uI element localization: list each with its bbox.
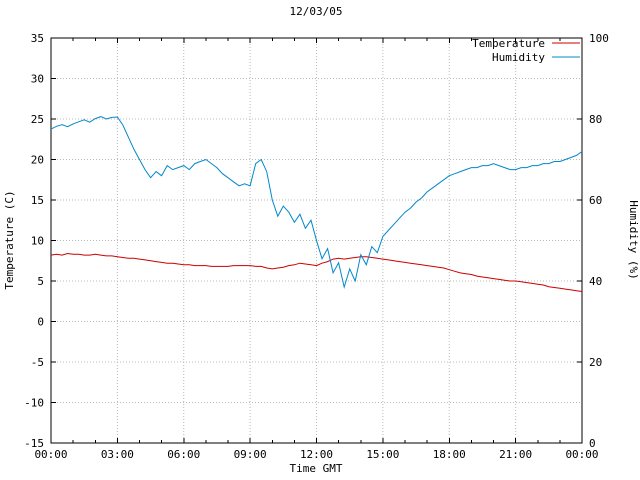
y-right-tick-label: 20 (589, 356, 602, 369)
y-right-tick-label: 100 (589, 32, 609, 45)
x-tick-label: 21:00 (499, 448, 532, 461)
series (50, 116, 583, 292)
y-left-tick-label: -5 (31, 356, 44, 369)
series-line-humidity (50, 116, 583, 290)
y-right-tick-label: 80 (589, 113, 602, 126)
y-left-tick-label: 30 (31, 73, 44, 86)
y-left-tick-label: -10 (24, 397, 44, 410)
y-left-axis-label: Temperature (C) (3, 190, 16, 289)
x-tick-label: 15:00 (366, 448, 399, 461)
legend-label-temperature: Temperature (472, 37, 545, 50)
y-right-tick-label: 60 (589, 194, 602, 207)
axes (50, 37, 583, 444)
x-tick-label: 00:00 (565, 448, 598, 461)
x-tick-label: 18:00 (433, 448, 466, 461)
tick-labels: -15 -10 -5 0 5 10 15 20 25 30 35 0 20 40 60 80 100 00:00 0… (24, 32, 609, 461)
y-left-tick-label: 0 (37, 316, 44, 329)
y-left-tick-label: 10 (31, 235, 44, 248)
y-left-tick-label: 5 (37, 275, 44, 288)
y-right-axis-label: Humidity (%) (627, 200, 640, 279)
y-right-tick-label: 0 (589, 437, 596, 450)
legend-label-humidity: Humidity (492, 51, 545, 64)
y-left-tick-label: 20 (31, 154, 44, 167)
series-line-temperature (50, 252, 583, 292)
x-tick-label: 03:00 (101, 448, 134, 461)
y-left-tick-label: 25 (31, 113, 44, 126)
x-tick-label: 09:00 (234, 448, 267, 461)
x-tick-label: 12:00 (300, 448, 333, 461)
chart-title: 12/03/05 (290, 5, 343, 18)
x-tick-label: 00:00 (34, 448, 67, 461)
y-left-tick-label: 35 (31, 32, 44, 45)
y-right-tick-label: 40 (589, 275, 602, 288)
y-left-tick-label: -15 (24, 437, 44, 450)
x-tick-label: 06:00 (167, 448, 200, 461)
y-left-tick-label: 15 (31, 194, 44, 207)
x-axis-label: Time GMT (290, 462, 343, 475)
